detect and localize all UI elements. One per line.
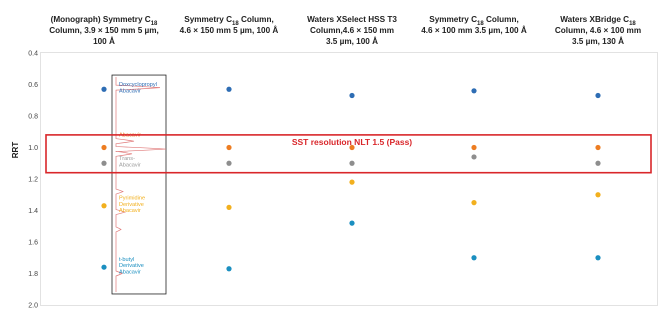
header-text: Column, 4.6 × 100 mm [555, 26, 641, 35]
resolution-band-box [45, 134, 652, 174]
column-header-line: Column,4.6 × 150 mm [310, 26, 394, 35]
data-point [471, 154, 477, 160]
header-text: Column,4.6 × 150 mm [310, 26, 394, 35]
column-header-line: Column, 4.6 × 100 mm [555, 26, 641, 35]
column-header-line: Column, 3.9 × 150 mm 5 µm, [49, 26, 159, 35]
y-tick-label: 1.6 [28, 240, 38, 247]
column-header-line: Waters XSelect HSS T3 [307, 15, 397, 24]
header-subscript: 18 [232, 21, 239, 27]
header-text: Column, [484, 15, 519, 24]
data-point [595, 160, 601, 166]
data-point [471, 144, 477, 151]
header-text: 100 Å [93, 36, 115, 46]
inset-peak-label-line: Pyrimidine [119, 195, 145, 201]
data-point [226, 160, 232, 166]
data-point [226, 204, 232, 210]
data-point [101, 86, 107, 92]
data-point [595, 255, 601, 261]
y-tick-label: 2.0 [28, 303, 38, 310]
y-tick-label: 1.0 [28, 145, 38, 152]
y-tick-label: 0.4 [28, 51, 38, 58]
inset-peak-label-line: Abacavir [119, 162, 141, 168]
column-header-line: Symmetry C18 Column, [429, 15, 519, 27]
inset-peak-label-line: Doxcyclopropyl [119, 82, 157, 88]
data-point [101, 160, 107, 166]
inset-peak-label: Pyrimidine Derivative Abacavir [119, 195, 145, 214]
data-point [349, 92, 355, 99]
inset-peak-label-line: Derivative [119, 202, 144, 208]
data-point [349, 179, 355, 185]
y-tick-label: 0.6 [28, 82, 38, 89]
header-subscript: 18 [629, 21, 636, 27]
inset-frame [111, 74, 167, 295]
data-point [226, 266, 232, 272]
y-tick-label: 0.8 [28, 114, 38, 121]
header-text: 3.5 µm, 130 Å [572, 36, 624, 46]
header-text: Waters XSelect HSS T3 [307, 15, 397, 24]
data-point [226, 86, 232, 92]
data-point [595, 144, 601, 151]
data-points [101, 86, 601, 272]
inset-peak-label: Doxcyclopropyl Abacavir [119, 82, 157, 94]
data-point [101, 264, 107, 270]
inset-peak-label-line: Abacavir [119, 270, 141, 276]
data-point [471, 255, 477, 261]
column-header-line: 4.6 × 150 mm 5 µm, 100 Å [180, 25, 279, 35]
data-point [226, 144, 232, 151]
header-text: Column, 3.9 × 150 mm 5 µm, [49, 26, 159, 35]
column-header-line: 100 Å [93, 36, 115, 46]
header-text: 4.6 × 100 mm 3.5 µm, 100 Å [421, 25, 527, 35]
inset-peak-label-line: Abacavir [119, 88, 141, 94]
column-header-line: 4.6 × 100 mm 3.5 µm, 100 Å [421, 25, 527, 35]
data-point [471, 88, 477, 94]
plot-frame [40, 52, 658, 306]
header-subscript: 18 [151, 21, 158, 27]
inset-peak-label-line: Trans- [119, 156, 135, 162]
header-text: Waters XBridge C [560, 15, 629, 24]
data-point [471, 200, 477, 206]
header-text: 4.6 × 150 mm 5 µm, 100 Å [180, 25, 279, 35]
inset-peak-label: t-butyl Derivative Abacavir [119, 257, 144, 276]
y-tick-label: 1.8 [28, 271, 38, 278]
header-subscript: 18 [477, 21, 484, 27]
sst-banner: SST resolution NLT 1.5 (Pass) [292, 137, 412, 147]
data-point [349, 160, 355, 166]
inset-peak-label-line: Abacavir [119, 208, 141, 214]
header-text: 3.5 µm, 100 Å [326, 36, 378, 46]
column-header-line: Waters XBridge C18 [560, 15, 636, 27]
y-tick-labels: 0.4 0.6 0.8 1.0 1.2 1.4 1.6 1.8 2.0 [28, 51, 38, 310]
column-header-line: 3.5 µm, 130 Å [572, 36, 624, 46]
header-text: Symmetry C [184, 15, 232, 24]
y-tick-label: 1.4 [28, 208, 38, 215]
inset-peak-label-line: t-butyl [119, 257, 134, 263]
inset-peak-label-line: Derivative [119, 263, 144, 269]
column-header-line: Symmetry C18 Column, [184, 15, 274, 27]
header-text: Column, [239, 15, 274, 24]
data-point [349, 220, 355, 226]
data-point [595, 192, 601, 198]
data-point [101, 144, 107, 151]
header-text: Symmetry C [429, 15, 477, 24]
inset-peak-label: Trans-Abacavir [119, 156, 141, 168]
data-point [595, 92, 601, 99]
y-axis-label: RRT [11, 142, 20, 159]
y-tick-label: 1.2 [28, 177, 38, 184]
resolution-band: SST resolution NLT 1.5 (Pass) [45, 134, 652, 174]
chromatogram-inset: Doxcyclopropyl AbacavirAbacavirTrans-Abac… [111, 74, 167, 295]
header-text: (Monograph) Symmetry C [51, 15, 151, 24]
column-header-line: (Monograph) Symmetry C18 [51, 15, 158, 27]
data-point [101, 203, 107, 209]
column-header-line: 3.5 µm, 100 Å [326, 36, 378, 46]
data-point [349, 144, 355, 151]
